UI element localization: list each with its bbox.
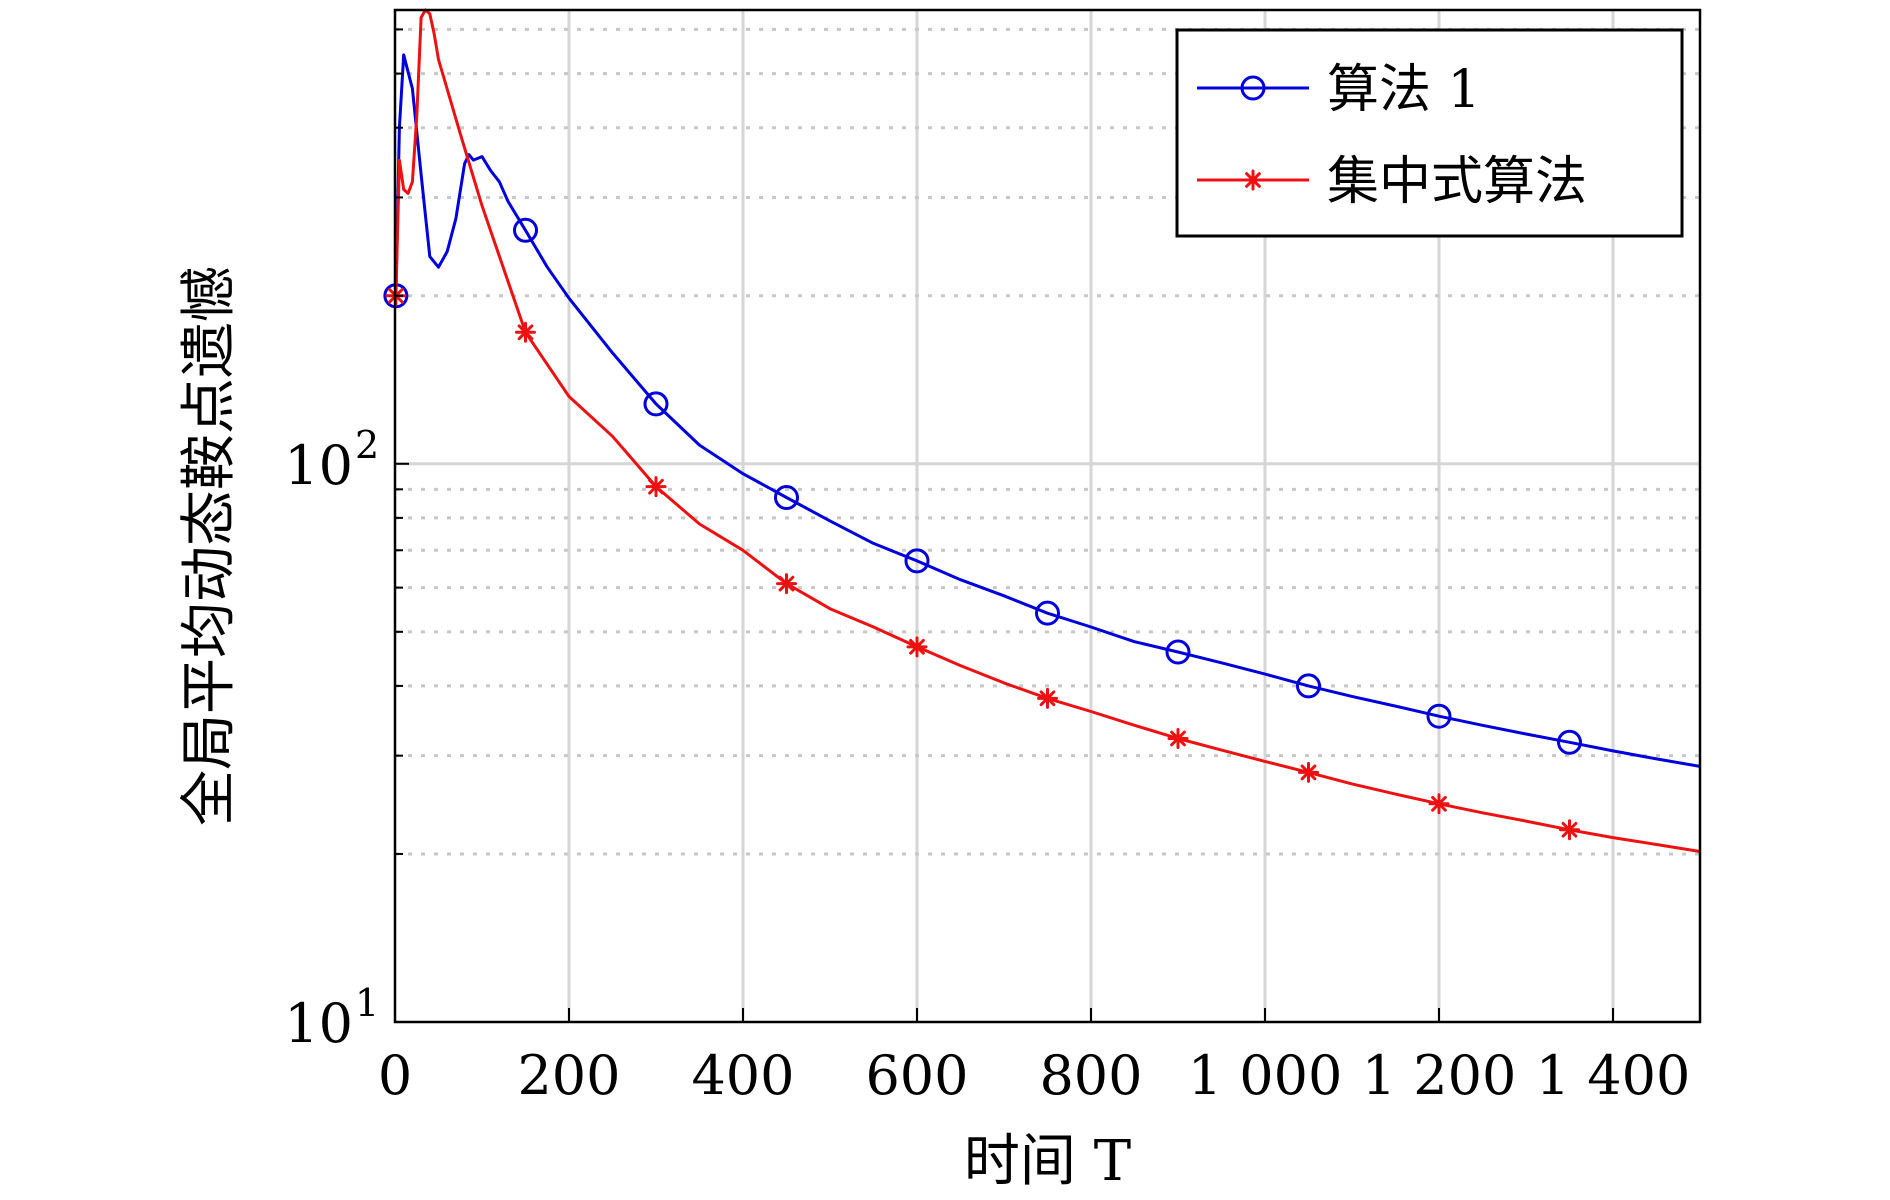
legend-label-centralized: 集中式算法 <box>1327 152 1587 212</box>
marker-asterisk <box>1428 793 1450 815</box>
marker-asterisk <box>1242 169 1264 191</box>
marker-circle <box>774 485 799 511</box>
y-tick-label-base: 10 <box>284 992 353 1055</box>
series-layer <box>383 8 1701 853</box>
y-axis-label: 全局平均动态鞍点遗憾 <box>177 266 242 826</box>
legend-box <box>1175 28 1684 238</box>
y-tick-label-base: 10 <box>284 434 353 497</box>
marker-circle <box>1240 75 1266 101</box>
marker-circle <box>513 217 538 243</box>
x-tick-label: 1 400 <box>1536 1044 1691 1107</box>
marker-asterisk <box>1037 687 1058 709</box>
marker-asterisk <box>906 636 928 658</box>
x-tick-label: 1 200 <box>1362 1044 1517 1107</box>
y-tick-label: 10 1 <box>284 981 379 1055</box>
marker-circle <box>1296 673 1321 699</box>
x-tick-label: 200 <box>517 1044 620 1107</box>
legend-label-algorithm-1: 算法 1 <box>1327 60 1481 120</box>
series-line <box>394 8 1701 853</box>
legend: 算法 1 集中式算法 <box>1175 28 1684 238</box>
x-tick-label: 0 <box>378 1044 412 1107</box>
y-tick-label-exponent: 2 <box>355 423 379 467</box>
marker-asterisk <box>1559 819 1580 841</box>
y-tick-label-exponent: 1 <box>355 981 379 1025</box>
marker-asterisk <box>515 321 536 343</box>
marker-circle <box>1557 729 1582 755</box>
y-tick-label: 10 2 <box>284 423 379 497</box>
legend-marker-circle <box>1240 75 1266 101</box>
marker-circle <box>1165 639 1191 665</box>
series-line <box>394 53 1701 768</box>
x-tick-label: 400 <box>691 1044 794 1107</box>
marker-asterisk <box>1298 761 1319 783</box>
marker-asterisk <box>1167 728 1189 750</box>
legend-marker-asterisk <box>1242 169 1264 191</box>
x-axis-label: 时间 T <box>964 1129 1131 1194</box>
marker-asterisk <box>776 573 797 595</box>
x-tick-label: 600 <box>865 1044 968 1107</box>
plot-frame <box>393 8 1702 1024</box>
marker-asterisk <box>645 476 667 498</box>
series-1 <box>385 8 1701 853</box>
marker-circle <box>904 548 930 574</box>
series-0 <box>383 53 1701 768</box>
marker-circle <box>1426 703 1452 729</box>
x-tick-label: 800 <box>1039 1044 1142 1107</box>
marker-circle <box>1035 600 1060 626</box>
x-tick-label: 1 000 <box>1188 1044 1343 1107</box>
marker-circle <box>643 391 669 417</box>
